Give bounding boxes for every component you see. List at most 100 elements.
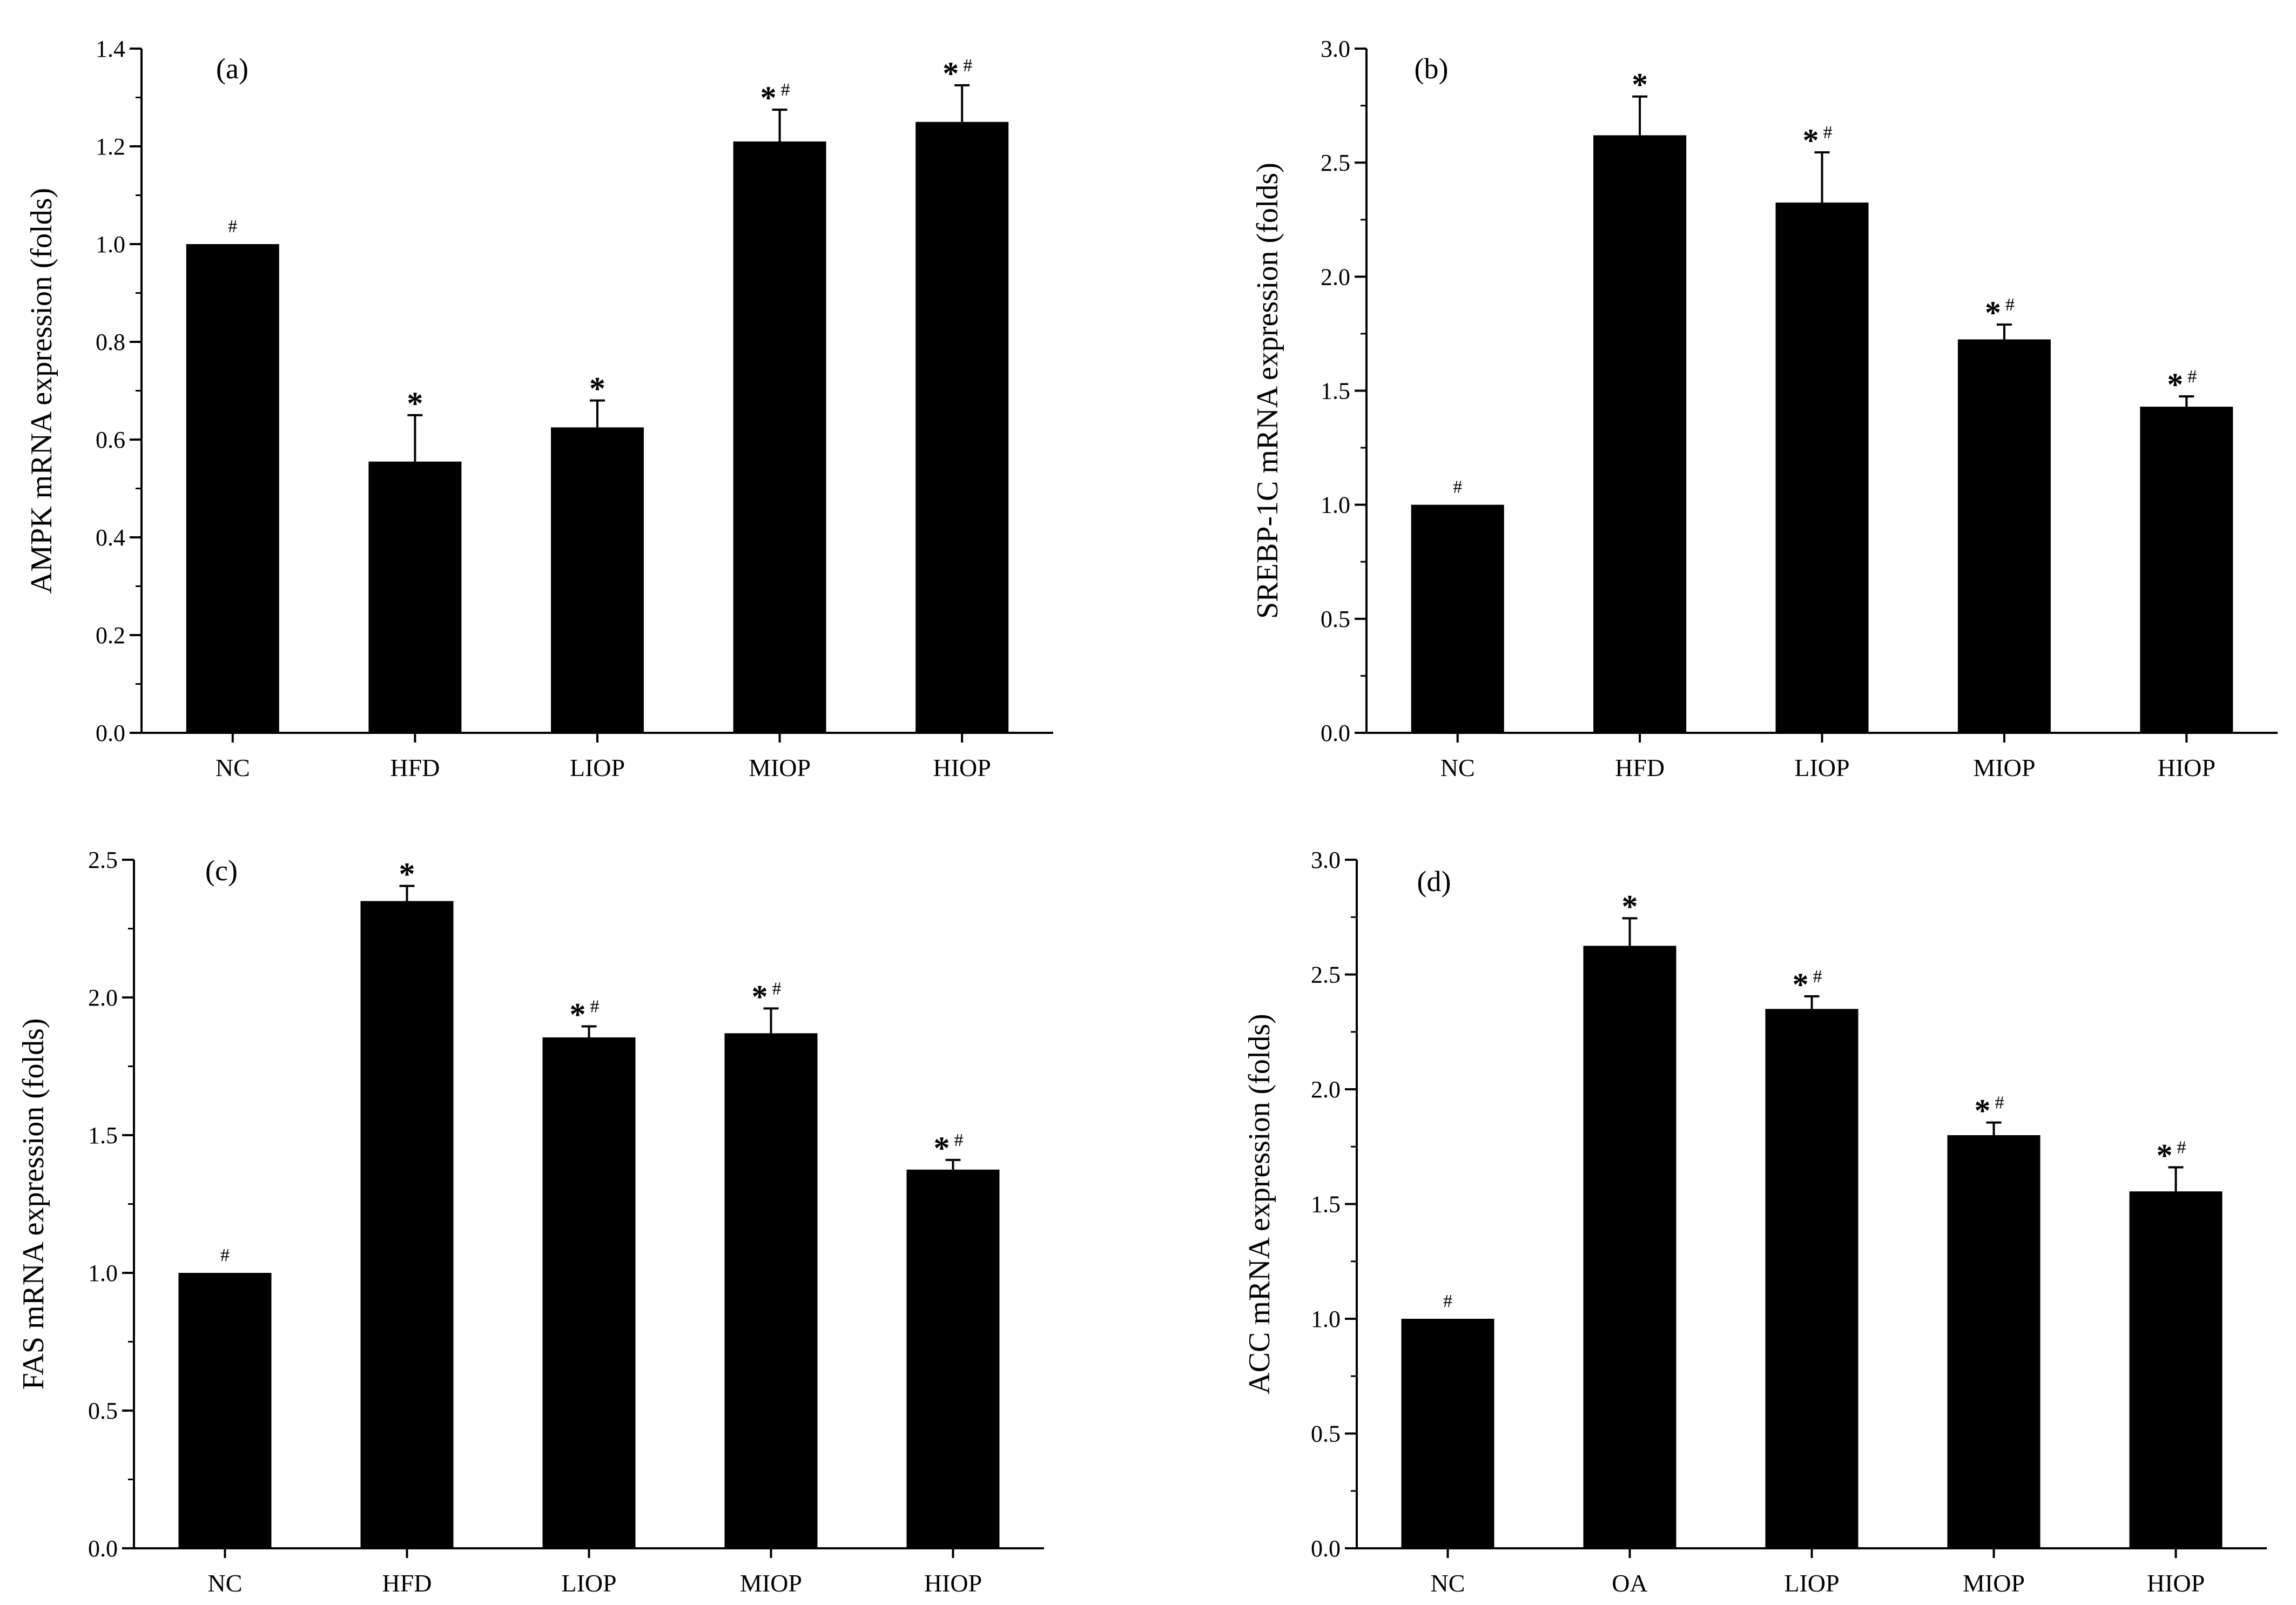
bar-liop xyxy=(1765,1009,1859,1548)
y-axis-label: FAS mRNA expression (folds) xyxy=(17,1018,50,1390)
y-tick-label: 3.0 xyxy=(1321,36,1350,62)
bar-oa xyxy=(1583,946,1676,1548)
x-tick-label: NC xyxy=(1440,754,1475,781)
y-tick-label: 0.5 xyxy=(88,1398,118,1424)
x-tick-label: NC xyxy=(216,754,250,781)
y-tick-label: 2.0 xyxy=(88,984,118,1011)
bar-nc xyxy=(1411,504,1504,733)
bar-miop xyxy=(1947,1135,2041,1548)
significance-star: * xyxy=(1622,888,1638,924)
bar-hiop xyxy=(906,1169,1000,1548)
y-axis-label: AMPK mRNA expression (folds) xyxy=(25,188,58,594)
bar-miop xyxy=(733,141,826,733)
panel-label: (c) xyxy=(205,854,238,887)
y-tick-label: 1.0 xyxy=(96,231,125,258)
significance-star: * xyxy=(570,997,586,1033)
bar-liop xyxy=(1775,203,1869,733)
x-tick-label: MIOP xyxy=(1973,754,2035,781)
y-tick-label: 1.5 xyxy=(88,1122,118,1149)
significance-star: * xyxy=(934,1130,950,1166)
significance-hash: # xyxy=(1823,123,1833,143)
y-tick-label: 2.5 xyxy=(88,847,118,873)
panel-label: (a) xyxy=(216,52,248,85)
y-tick-label: 1.2 xyxy=(96,133,125,160)
significance-star: * xyxy=(1975,1093,1991,1129)
y-tick-label: 1.0 xyxy=(88,1260,118,1286)
y-tick-label: 1.0 xyxy=(1321,492,1350,518)
x-tick-label: MIOP xyxy=(740,1569,802,1597)
significance-star: * xyxy=(2157,1138,2173,1174)
bar-miop xyxy=(724,1033,818,1548)
bar-hfd xyxy=(368,461,462,733)
significance-star: * xyxy=(2167,367,2183,402)
x-tick-label: LIOP xyxy=(1794,754,1849,781)
y-tick-label: 0.5 xyxy=(1311,1421,1341,1447)
significance-hash: # xyxy=(2177,1138,2186,1158)
significance-hash: # xyxy=(1995,1093,2004,1113)
y-tick-label: 0.0 xyxy=(1311,1535,1341,1562)
significance-hash: # xyxy=(954,1130,964,1150)
x-tick-label: LIOP xyxy=(1784,1569,1839,1597)
y-tick-label: 0.2 xyxy=(96,622,125,649)
significance-star: * xyxy=(1985,295,2001,331)
y-tick-label: 0.0 xyxy=(88,1535,118,1562)
y-tick-label: 1.0 xyxy=(1311,1306,1341,1332)
y-tick-label: 0.0 xyxy=(1321,720,1350,746)
y-tick-label: 2.5 xyxy=(1321,150,1350,176)
significance-hash: # xyxy=(228,217,237,237)
bar-hiop xyxy=(2140,407,2233,733)
y-tick-label: 3.0 xyxy=(1311,847,1341,873)
significance-hash: # xyxy=(1813,967,1822,987)
significance-star: * xyxy=(1793,967,1809,1002)
bar-nc xyxy=(1401,1319,1494,1548)
significance-hash: # xyxy=(590,997,600,1017)
significance-hash: # xyxy=(2187,367,2197,387)
significance-star: * xyxy=(589,371,605,407)
bar-miop xyxy=(1957,339,2051,733)
significance-star: * xyxy=(1632,67,1648,103)
x-tick-label: MIOP xyxy=(749,754,811,781)
panel-a: 0.00.20.40.60.81.01.21.4#NC*HFD*LIOP* #MI… xyxy=(25,36,1053,781)
significance-star: * xyxy=(399,856,415,892)
x-tick-label: HFD xyxy=(1615,754,1665,781)
y-tick-label: 0.6 xyxy=(96,427,125,453)
y-tick-label: 2.0 xyxy=(1311,1076,1341,1103)
y-axis-label: ACC mRNA expression (folds) xyxy=(1243,1014,1276,1394)
y-tick-label: 2.5 xyxy=(1311,962,1341,988)
significance-star: * xyxy=(407,386,423,421)
panel-b: 0.00.51.01.52.02.53.0#NC*HFD* #LIOP* #MIOP… xyxy=(1251,36,2278,781)
x-tick-label: MIOP xyxy=(1963,1569,2025,1597)
x-tick-label: HFD xyxy=(382,1569,432,1597)
bar-liop xyxy=(542,1037,636,1548)
y-tick-label: 0.8 xyxy=(96,329,125,355)
significance-star: * xyxy=(942,56,959,91)
panel-c: 0.00.51.01.52.02.5#NC*HFD* #LIOP* #MIOP* #H… xyxy=(17,847,1044,1597)
y-tick-label: 0.4 xyxy=(96,524,125,551)
significance-hash: # xyxy=(781,80,790,100)
bar-hfd xyxy=(1593,135,1687,733)
bar-nc xyxy=(178,1273,272,1548)
significance-hash: # xyxy=(2005,295,2015,315)
x-tick-label: HIOP xyxy=(933,754,991,781)
x-tick-label: HIOP xyxy=(2147,1569,2205,1597)
bar-hiop xyxy=(2129,1191,2223,1548)
significance-hash: # xyxy=(220,1245,230,1265)
significance-star: * xyxy=(752,979,768,1014)
x-tick-label: HFD xyxy=(390,754,440,781)
y-tick-label: 1.5 xyxy=(1311,1191,1341,1218)
significance-star: * xyxy=(760,80,777,116)
y-tick-label: 2.0 xyxy=(1321,264,1350,290)
bar-liop xyxy=(551,427,644,733)
x-tick-label: NC xyxy=(208,1569,243,1597)
bar-nc xyxy=(186,244,279,733)
x-tick-label: LIOP xyxy=(561,1569,616,1597)
x-tick-label: LIOP xyxy=(570,754,625,781)
x-tick-label: OA xyxy=(1612,1569,1647,1597)
significance-hash: # xyxy=(963,56,972,76)
y-tick-label: 1.4 xyxy=(96,36,125,62)
panel-label: (d) xyxy=(1417,865,1451,898)
significance-star: * xyxy=(1803,123,1819,158)
bar-hfd xyxy=(360,901,454,1548)
y-tick-label: 1.5 xyxy=(1321,378,1350,404)
